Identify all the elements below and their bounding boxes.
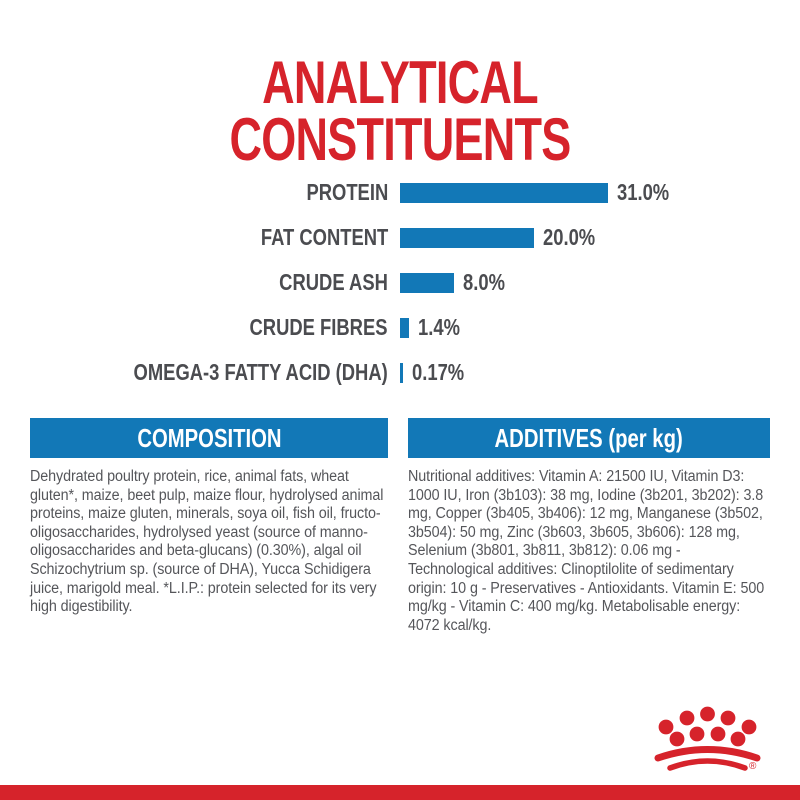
page-title: ANALYTICAL CONSTITUENTS (0, 49, 800, 174)
composition-header-label: COMPOSITION (136, 422, 282, 453)
chart-row-omega3: OMEGA-3 FATTY ACID (DHA) 0.17% (0, 350, 800, 395)
crown-arc-lower (667, 758, 748, 771)
chart-value: 20.0% (543, 224, 596, 250)
composition-section: COMPOSITION Dehydrated poultry protein, … (30, 418, 388, 617)
bar-crude-fibres (400, 317, 410, 338)
chart-row-fat-content: FAT CONTENT 20.0% (0, 215, 800, 260)
chart-value: 8.0% (462, 269, 505, 295)
chart-row-protein: PROTEIN 31.0% (0, 170, 800, 215)
chart-label: OMEGA-3 FATTY ACID (DHA) (133, 359, 388, 385)
chart-label: FAT CONTENT (260, 224, 388, 250)
chart-label: PROTEIN (306, 179, 388, 205)
chart-value: 31.0% (616, 179, 669, 205)
bar-protein (400, 182, 608, 203)
additives-header-label: ADDITIVES (per kg) (494, 422, 684, 453)
chart-label: CRUDE ASH (279, 269, 388, 295)
additives-header: ADDITIVES (per kg) (408, 418, 770, 458)
chart-row-crude-fibres: CRUDE FIBRES 1.4% (0, 305, 800, 350)
chart-value: 1.4% (418, 314, 461, 340)
bar-crude-ash (400, 272, 454, 293)
bar-fat-content (400, 227, 534, 248)
composition-header: COMPOSITION (30, 418, 388, 458)
analytical-chart: PROTEIN 31.0% FAT CONTENT 20.0% CRUDE AS… (0, 170, 800, 395)
page-title-line1: ANALYTICAL (262, 49, 539, 117)
chart-row-crude-ash: CRUDE ASH 8.0% (0, 260, 800, 305)
composition-text: Dehydrated poultry protein, rice, animal… (30, 468, 384, 616)
additives-section: ADDITIVES (per kg) Nutritional additives… (408, 418, 770, 635)
page-title-line2: CONSTITUENTS (229, 106, 571, 174)
chart-value: 0.17% (411, 359, 464, 385)
chart-label: CRUDE FIBRES (249, 314, 388, 340)
bar-omega3 (400, 362, 403, 383)
footer-red-bar (0, 785, 800, 800)
crown-arc-main (654, 746, 761, 762)
additives-text: Nutritional additives: Vitamin A: 21500 … (408, 468, 765, 634)
registered-trademark-icon: ® (749, 761, 757, 772)
royal-canin-crown-logo: ® (654, 706, 761, 772)
